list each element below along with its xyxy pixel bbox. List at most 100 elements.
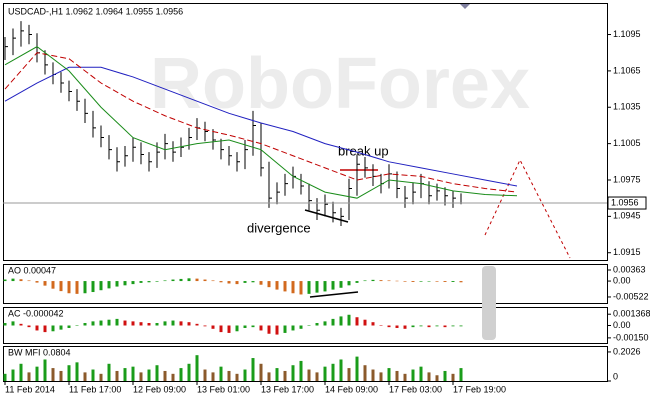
moving-average [4, 52, 518, 193]
price-bar [164, 133, 168, 160]
y-tick-label: 1.1005 [613, 138, 641, 148]
histogram-bar [275, 325, 279, 335]
main-panel [3, 3, 608, 261]
histogram-bar [219, 325, 223, 333]
histogram-bar [419, 366, 423, 381]
price-bar [124, 146, 128, 167]
price-bar [324, 194, 328, 217]
x-tick-label: 17 Feb 03:00 [389, 384, 442, 394]
price-bar [308, 183, 312, 211]
price-bar [284, 173, 288, 196]
price-bar [148, 152, 152, 172]
histogram-bar [435, 375, 439, 381]
y-tick-label: 1.0975 [613, 174, 641, 184]
histogram-bar [107, 363, 111, 381]
price-bar [212, 129, 216, 150]
histogram-bar [187, 322, 191, 326]
price-bar [356, 154, 360, 196]
histogram-bar [315, 281, 319, 293]
histogram-bar [147, 281, 151, 283]
histogram-bar [27, 325, 31, 328]
histogram-bar [195, 278, 199, 282]
mfi-panel [3, 346, 608, 382]
histogram-bar [427, 325, 431, 328]
histogram-bar [235, 373, 239, 381]
y-tick-label: 1.0915 [613, 247, 641, 257]
histogram-bar [459, 325, 463, 327]
histogram-bar [99, 320, 103, 326]
histogram-bar [83, 323, 87, 326]
histogram-bar [387, 368, 391, 381]
price-bar [76, 89, 80, 111]
x-tick-label: 12 Feb 09:00 [133, 384, 186, 394]
histogram-bar [395, 280, 399, 282]
y-tick-label: 1.0945 [613, 211, 641, 221]
histogram-bar [203, 279, 207, 282]
indicator-label: AO 0.00047 [8, 265, 56, 275]
histogram-bar [123, 368, 127, 381]
price-bar [300, 173, 304, 195]
histogram-bar [75, 281, 79, 294]
histogram-bar [75, 325, 79, 326]
histogram-bar [179, 278, 183, 282]
y-tick-label: 0.00 [613, 320, 631, 330]
histogram-bar [227, 325, 231, 333]
histogram-bar [11, 369, 15, 381]
histogram-bar [211, 280, 215, 282]
histogram-bar [307, 325, 311, 326]
histogram-bar [131, 321, 135, 326]
histogram-bar [347, 281, 351, 286]
histogram-bar [107, 281, 111, 289]
price-bar [396, 171, 400, 199]
histogram-bar [19, 279, 23, 282]
histogram-bar [307, 281, 311, 294]
histogram-bar [259, 363, 263, 381]
price-bar [20, 21, 24, 47]
histogram-bar [371, 279, 375, 282]
price-bar [228, 146, 232, 166]
divergence-line [309, 291, 359, 298]
histogram-bar [139, 372, 143, 381]
x-tick-label: 17 Feb 19:00 [453, 384, 506, 394]
histogram-bar [459, 368, 463, 381]
price-bar [268, 161, 272, 208]
histogram-bar [195, 355, 199, 381]
histogram-bar [419, 325, 423, 327]
histogram-bar [283, 370, 287, 381]
histogram-bar [299, 360, 303, 381]
histogram-bar [299, 325, 303, 329]
histogram-bar [443, 370, 447, 381]
histogram-bar [451, 325, 455, 327]
shift-marker [460, 4, 470, 9]
histogram-bar [99, 281, 103, 291]
histogram-bar [243, 325, 247, 328]
scroll-box[interactable] [482, 266, 496, 340]
histogram-bar [3, 323, 7, 326]
histogram-bar [91, 321, 95, 326]
histogram-bar [283, 281, 287, 292]
price-bar [140, 142, 144, 165]
x-tick-label: 14 Feb 09:00 [325, 384, 378, 394]
histogram-bar [411, 369, 415, 381]
histogram-bar [323, 321, 327, 326]
histogram-bar [243, 369, 247, 381]
histogram-bar [219, 366, 223, 381]
histogram-bar [139, 281, 143, 283]
histogram-bar [427, 372, 431, 381]
histogram-bar [35, 325, 39, 331]
price-bar [252, 110, 256, 156]
histogram-bar [435, 281, 439, 282]
histogram-bar [35, 281, 39, 283]
histogram-bar [315, 323, 319, 326]
histogram-bar [187, 363, 191, 381]
histogram-bar [163, 321, 167, 326]
histogram-bar [19, 363, 23, 381]
histogram-bar [251, 325, 255, 328]
histogram-bar [395, 370, 399, 381]
histogram-bar [267, 372, 271, 381]
histogram-bar [371, 369, 375, 381]
histogram-bar [379, 280, 383, 282]
histogram-bar [27, 280, 31, 282]
histogram-bar [259, 325, 263, 331]
